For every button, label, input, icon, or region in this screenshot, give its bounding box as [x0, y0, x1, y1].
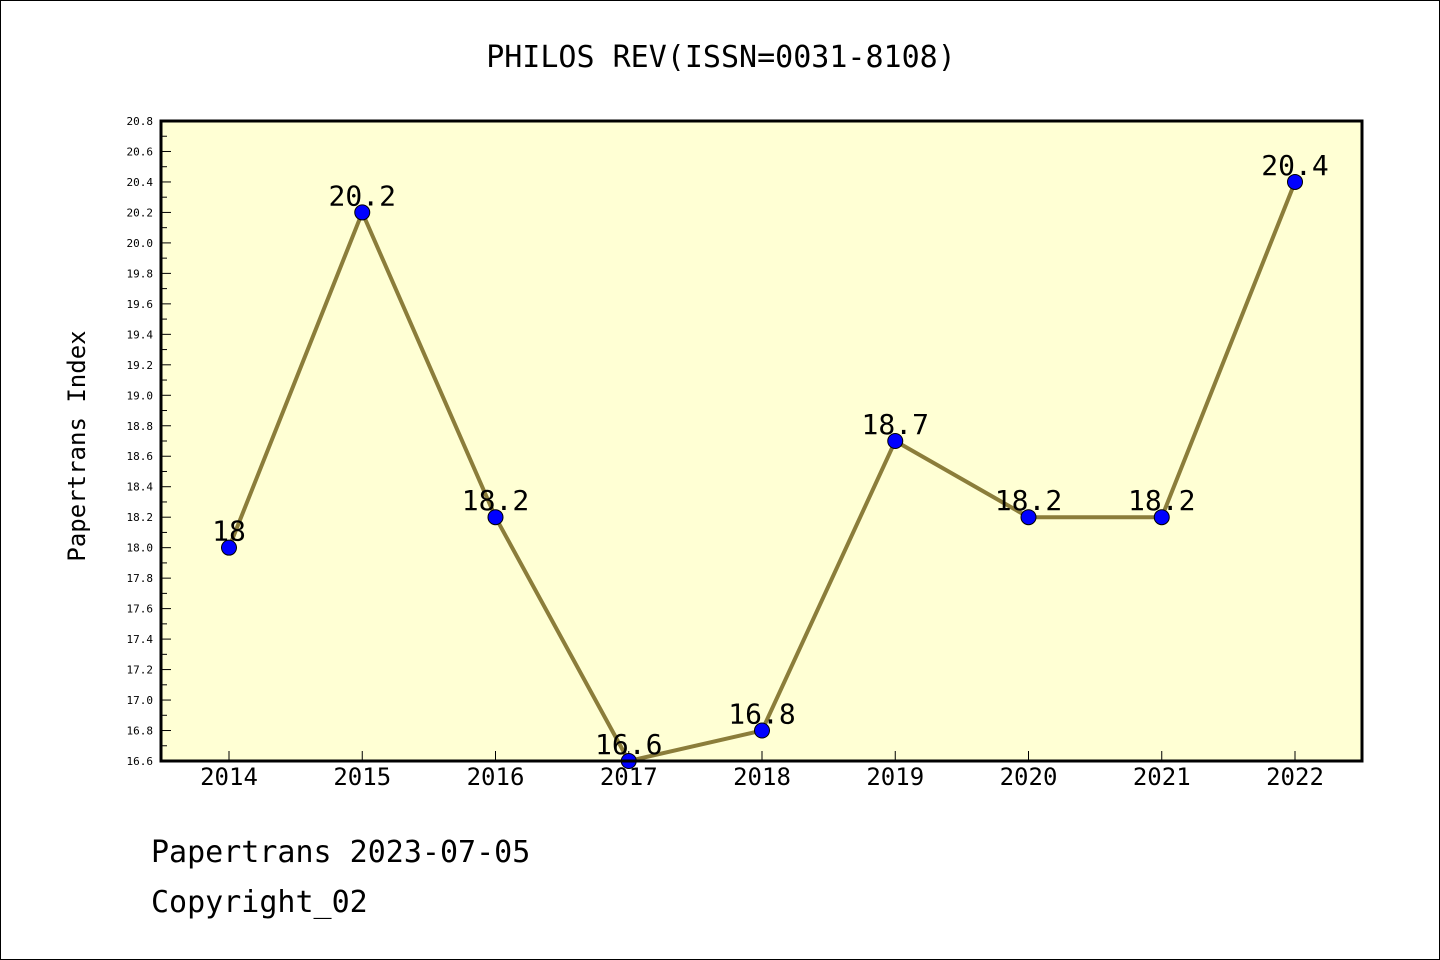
y-tick-label: 18.4: [127, 481, 154, 494]
y-tick-label: 19.0: [127, 389, 154, 402]
y-tick-label: 20.8: [127, 115, 154, 128]
y-tick-label: 20.0: [127, 237, 154, 250]
x-tick-label: 2022: [1266, 763, 1324, 791]
data-point-marker: [1153, 509, 1170, 526]
y-tick-label: 20.6: [127, 145, 154, 158]
y-tick-label: 19.2: [127, 359, 154, 372]
y-tick-label: 17.8: [127, 572, 154, 585]
data-point-marker: [354, 204, 371, 221]
y-tick-label: 18.8: [127, 420, 154, 433]
data-label: 18.2: [462, 484, 529, 517]
data-point-marker: [1020, 509, 1037, 526]
footer-copyright: Copyright_02: [151, 885, 368, 920]
y-tick-label: 19.6: [127, 298, 154, 311]
plot-area: [161, 121, 1362, 761]
x-tick-label: 2015: [333, 763, 391, 791]
x-tick-label: 2016: [467, 763, 525, 791]
y-tick-label: 18.6: [127, 450, 154, 463]
x-tick-label: 2021: [1133, 763, 1191, 791]
data-point-marker: [1287, 173, 1303, 190]
y-tick-label: 19.8: [127, 267, 154, 280]
y-tick-label: 17.0: [127, 694, 154, 707]
y-tick-label: 17.4: [127, 633, 154, 646]
y-tick-label: 20.2: [127, 206, 154, 219]
data-point-marker: [487, 509, 504, 526]
data-label: 18.7: [862, 408, 929, 441]
data-label-layer: 18 20.2 18.2 16.6 16.8 18.7 18.2 18.2 20.4: [212, 149, 1329, 761]
data-label: 18.2: [995, 484, 1062, 517]
y-tick-label: 16.6: [127, 755, 154, 768]
data-point-marker: [887, 433, 904, 449]
y-axis-label: Papertrans Index: [63, 330, 91, 561]
data-label: 18: [212, 515, 246, 548]
y-tick-label: 18.0: [127, 542, 154, 555]
data-label: 16.6: [595, 728, 662, 761]
series-layer: [221, 173, 1303, 769]
y-tick-label: 18.2: [127, 511, 154, 524]
data-label: 16.8: [728, 698, 795, 731]
data-point-marker: [754, 722, 770, 739]
x-tick-label: 2014: [200, 763, 258, 791]
data-point-marker: [221, 539, 237, 556]
data-label: 20.2: [329, 179, 396, 212]
y-tick-label: 16.8: [127, 725, 154, 738]
x-tick-label: 2019: [866, 763, 924, 791]
y-tick-label: 17.6: [127, 603, 154, 616]
tick-layer: 16.6 16.8 17.0 17.2 17.4 17.6 17.8 18.0 18.2 18.4…: [127, 115, 1324, 791]
x-tick-label: 2020: [1000, 763, 1058, 791]
y-tick-label: 19.4: [127, 328, 154, 341]
y-tick-label: 20.4: [127, 176, 154, 189]
data-label: 20.4: [1261, 149, 1328, 182]
plot-frame: [159, 119, 1364, 763]
data-label: 18.2: [1128, 484, 1195, 517]
x-tick-label: 2018: [733, 763, 791, 791]
footer-date: Papertrans 2023-07-05: [151, 835, 531, 870]
y-tick-label: 17.2: [127, 664, 154, 677]
chart-title: PHILOS REV(ISSN=0031-8108): [486, 40, 956, 75]
